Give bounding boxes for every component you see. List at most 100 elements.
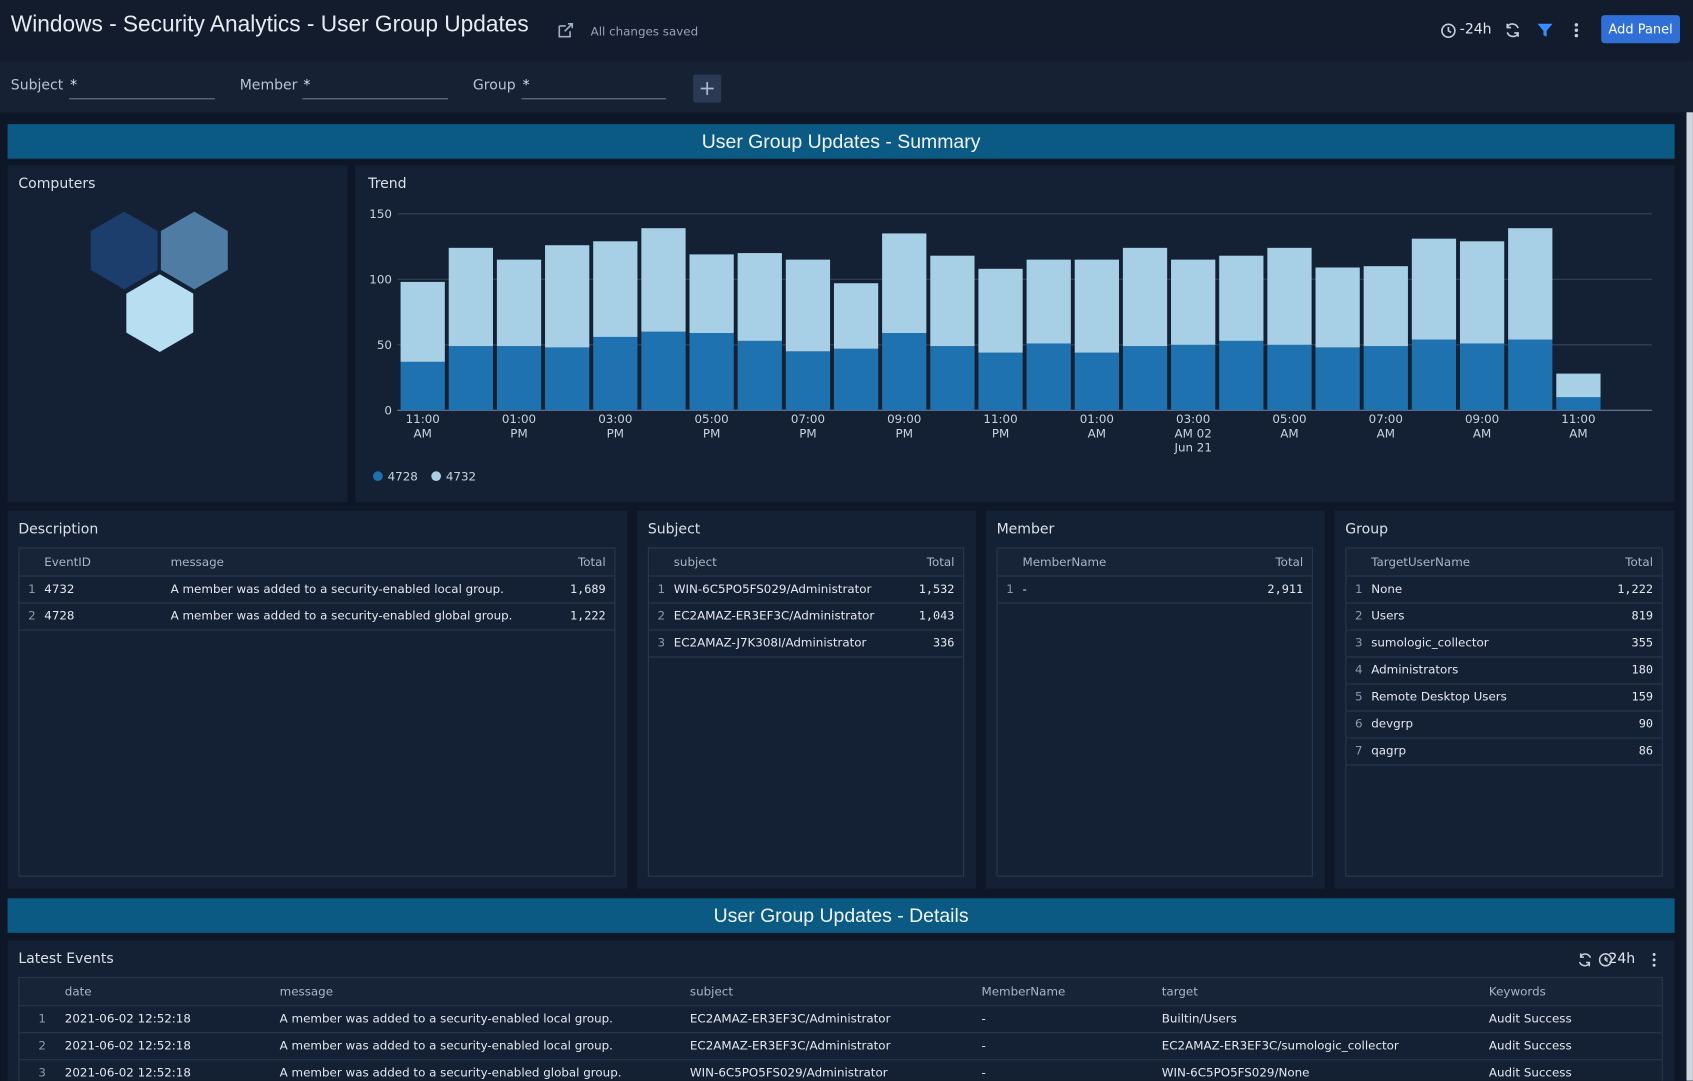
x-tick-label: 11:00 AM xyxy=(405,412,440,441)
row-index: 1 xyxy=(1346,575,1372,604)
table-cell: qagrp xyxy=(1371,737,1576,765)
data-table: MemberName Total 1-2,911 xyxy=(997,548,1312,604)
time-range[interactable]: -24h xyxy=(1459,21,1492,38)
bar-segment xyxy=(1122,346,1168,411)
refresh-icon[interactable] xyxy=(1504,22,1521,39)
column-header: Keywords xyxy=(1488,978,1662,1006)
bar-segment xyxy=(1074,259,1120,353)
table-cell: 1,043 xyxy=(876,602,964,631)
table-cell: A member was added to a security-enabled… xyxy=(279,1005,690,1033)
panel-time-range[interactable]: -24h xyxy=(1603,951,1636,968)
bar-segment xyxy=(833,348,879,411)
column-header: MemberName xyxy=(981,978,1162,1006)
index-header xyxy=(1346,548,1372,577)
table-box: subject Total 1 WIN-6C5PO5FS029/Administrat… xyxy=(647,547,965,877)
table-cell: WIN-6C5PO5FS029/Administrator xyxy=(673,575,877,604)
table-body: 1 2021-06-02 12:52:18 A member was added t… xyxy=(19,1005,1662,1081)
scrollbar[interactable] xyxy=(1686,112,1693,1081)
filter-icon[interactable] xyxy=(1536,22,1553,39)
table-cell: 336 xyxy=(876,629,964,657)
menu-icon[interactable] xyxy=(1650,952,1659,967)
table-cell: - xyxy=(1022,575,1226,604)
table-box: MemberName Total 1-2,911 xyxy=(996,547,1313,877)
x-tick-label: 05:00 PM xyxy=(694,412,729,441)
table-row: 7 qagrp 86 xyxy=(1346,737,1662,765)
hexagon[interactable] xyxy=(126,274,194,352)
bar-segment xyxy=(448,247,493,347)
group-panel: Group TargetUserName Total 1 None 1,222 2 Users… xyxy=(1334,510,1675,889)
table-row: 1 WIN-6C5PO5FS029/Administrator 1,532 xyxy=(648,575,964,604)
table-body: 1 4732 A member was added to a security-en… xyxy=(19,575,615,631)
table-row: 2 EC2AMAZ-ER3EF3C/Administrator 1,043 xyxy=(648,602,964,631)
row-index: 3 xyxy=(648,629,674,657)
column-header: TargetUserName xyxy=(1371,548,1576,577)
filter-value[interactable]: * xyxy=(522,77,530,94)
add-filter-button[interactable] xyxy=(693,74,722,103)
add-panel-button[interactable]: Add Panel xyxy=(1601,15,1681,44)
column-header: message xyxy=(170,548,528,577)
refresh-icon[interactable] xyxy=(1577,952,1592,967)
row-index: 2 xyxy=(19,602,45,631)
table-cell: Administrators xyxy=(1371,656,1576,684)
table-cell: A member was added to a security-enabled… xyxy=(279,1032,690,1060)
filter-value[interactable]: * xyxy=(70,77,78,94)
bar-segment xyxy=(978,352,1023,411)
description-panel: Description EventID message Total 1 4732 A mem… xyxy=(7,510,628,889)
filter-value[interactable]: * xyxy=(303,77,311,94)
bar-segment xyxy=(400,361,445,411)
menu-icon[interactable] xyxy=(1571,22,1582,39)
table-cell: Audit Success xyxy=(1488,1059,1662,1081)
table-box: TargetUserName Total 1 None 1,222 2 Users 819 3 s… xyxy=(1345,547,1663,877)
table-row: 3 EC2AMAZ-J7K308I/Administrator 336 xyxy=(648,629,964,657)
table-cell: WIN-6C5PO5FS029/Administrator xyxy=(689,1059,982,1081)
bar-segment xyxy=(930,346,975,411)
bar-segment xyxy=(1026,343,1071,411)
y-tick-label: 150 xyxy=(369,207,392,221)
table-cell: 819 xyxy=(1575,602,1662,631)
bar-segment xyxy=(882,233,927,333)
table-cell: 2021-06-02 12:52:18 xyxy=(64,1059,280,1081)
bar-segment xyxy=(1315,267,1360,348)
bar-segment xyxy=(833,283,879,349)
column-header: date xyxy=(64,978,280,1006)
bar-segment xyxy=(1459,241,1505,344)
subject-panel: Subject subject Total 1 WIN-6C5PO5FS029/Admi… xyxy=(637,510,977,889)
bar-segment xyxy=(1556,397,1601,411)
index-header xyxy=(648,548,674,577)
bar-segment xyxy=(1411,238,1457,340)
filter-underline xyxy=(302,98,449,100)
table-cell: Builtin/Users xyxy=(1161,1005,1489,1033)
table-cell: EC2AMAZ-ER3EF3C/Administrator xyxy=(673,602,877,631)
table-head: EventID message Total xyxy=(19,548,615,577)
column-header: MemberName xyxy=(1022,548,1226,577)
x-tick-label: 09:00 PM xyxy=(887,412,922,441)
dashboard-title: Windows - Security Analytics - User Grou… xyxy=(10,11,529,37)
table-row: 1-2,911 xyxy=(997,575,1312,604)
row-index: 6 xyxy=(1346,710,1372,738)
section-header: User Group Updates - Details xyxy=(7,898,1675,933)
hexagon[interactable] xyxy=(90,211,158,290)
bar-segment xyxy=(1171,259,1216,345)
bar-segment xyxy=(1267,247,1312,345)
table-cell: 4728 xyxy=(44,602,171,631)
table-cell: 2021-06-02 12:52:18 xyxy=(64,1005,280,1033)
bar-segment xyxy=(496,346,542,411)
share-icon[interactable] xyxy=(557,22,574,39)
bar-segment xyxy=(978,268,1023,353)
table-cell: 355 xyxy=(1575,629,1662,657)
panel-title: Computers xyxy=(18,175,96,193)
table-cell: Audit Success xyxy=(1488,1032,1662,1060)
bar-segment xyxy=(1219,255,1264,341)
bar-segment xyxy=(689,254,734,333)
hexagon[interactable] xyxy=(160,211,228,290)
x-tick-label: 09:00 AM xyxy=(1464,412,1500,441)
row-index: 5 xyxy=(1346,683,1372,711)
table-row: 1 2021-06-02 12:52:18 A member was added t… xyxy=(19,1005,1662,1033)
panel-title: Group xyxy=(1345,521,1389,538)
table-row: 2 4728 A member was added to a security-en… xyxy=(19,602,615,631)
table-cell: 4732 xyxy=(44,575,171,604)
header-bar xyxy=(0,0,1693,62)
row-index: 1 xyxy=(19,575,45,604)
